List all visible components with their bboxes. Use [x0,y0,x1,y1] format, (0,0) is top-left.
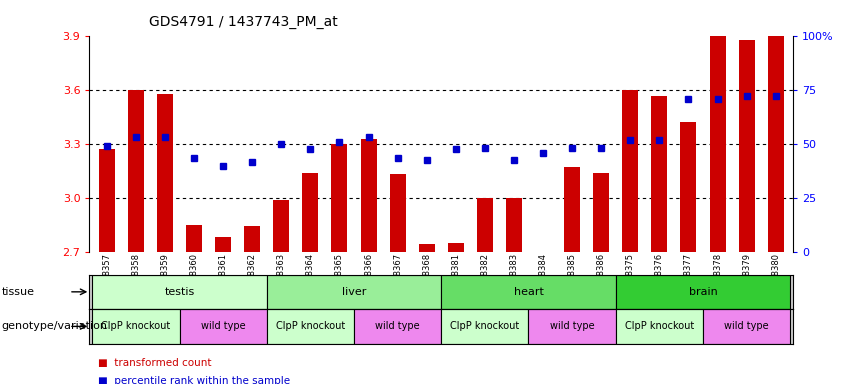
Bar [651,96,667,252]
Bar [622,90,638,252]
Bar [441,309,528,344]
Text: ClpP knockout: ClpP knockout [276,321,345,331]
Bar [99,149,115,252]
Bar [768,36,784,252]
Text: ClpP knockout: ClpP knockout [625,321,694,331]
Bar [92,275,266,309]
Bar [681,122,696,252]
Bar [419,244,435,252]
Bar [302,173,318,252]
Text: brain: brain [688,287,717,297]
Text: wild type: wild type [375,321,420,331]
Bar [186,225,202,252]
Bar [477,198,493,252]
Bar [361,139,376,252]
Text: testis: testis [164,287,195,297]
Text: genotype/variation: genotype/variation [2,321,108,331]
Bar [528,309,616,344]
Bar [593,173,609,252]
Bar [441,275,616,309]
Text: ClpP knockout: ClpP knockout [101,321,170,331]
Text: ■  percentile rank within the sample: ■ percentile rank within the sample [98,376,290,384]
Bar [266,309,354,344]
Bar [273,200,289,252]
Bar [616,275,791,309]
Bar [535,252,551,255]
Text: wild type: wild type [550,321,595,331]
Text: GDS4791 / 1437743_PM_at: GDS4791 / 1437743_PM_at [149,15,338,29]
Text: heart: heart [513,287,544,297]
Text: wild type: wild type [724,321,769,331]
Bar [92,309,180,344]
Bar [157,94,173,252]
Bar [266,275,441,309]
Text: wild type: wild type [201,321,245,331]
Text: tissue: tissue [2,287,35,297]
Bar [703,309,791,344]
Text: ■  transformed count: ■ transformed count [98,358,211,368]
Bar [354,309,441,344]
Bar [128,90,144,252]
Text: liver: liver [342,287,366,297]
Bar [390,174,406,252]
Bar [331,144,347,252]
Bar [616,309,703,344]
Bar [710,36,726,252]
Bar [739,40,755,252]
Bar [564,167,580,252]
Bar [448,243,464,252]
Bar [180,309,266,344]
Text: ClpP knockout: ClpP knockout [450,321,519,331]
Bar [506,198,522,252]
Bar [215,237,231,252]
Bar [244,227,260,252]
